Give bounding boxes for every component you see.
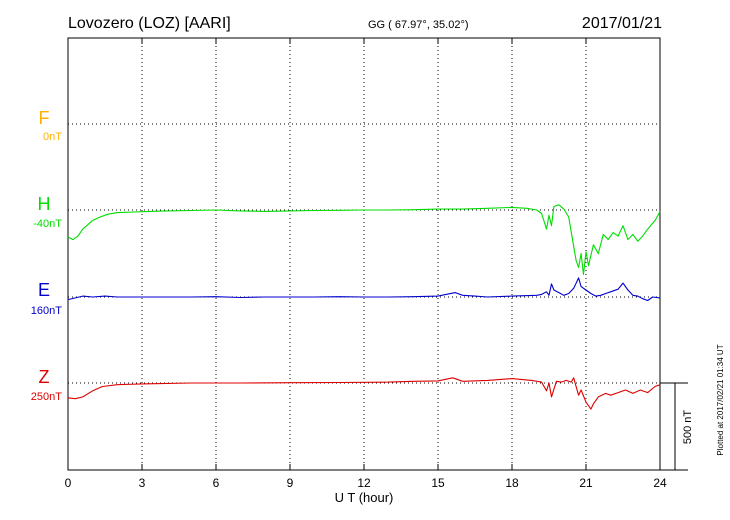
x-ticks: 0 3 6 9 12 15 18 21 24 bbox=[65, 38, 667, 490]
x-tick-label-9: 9 bbox=[287, 476, 294, 490]
x-tick-label-18: 18 bbox=[505, 476, 519, 490]
x-tick-label-0: 0 bbox=[65, 476, 72, 490]
baseline-value-Z: 250nT bbox=[31, 391, 62, 403]
x-tick-label-15: 15 bbox=[431, 476, 445, 490]
station-coords: GG ( 67.97°, 35.02°) bbox=[368, 19, 469, 31]
x-tick-label-3: 3 bbox=[139, 476, 146, 490]
component-label-E: E bbox=[38, 280, 50, 300]
x-tick-label-12: 12 bbox=[357, 476, 371, 490]
series-layer bbox=[67, 204, 661, 410]
grid-layer bbox=[68, 38, 660, 470]
baseline-value-E: 160nT bbox=[31, 305, 62, 317]
series-line-Z bbox=[67, 377, 661, 410]
x-tick-label-24: 24 bbox=[653, 476, 667, 490]
x-axis-label: U T (hour) bbox=[335, 490, 394, 505]
scale-bar-label: 500 nT bbox=[682, 410, 694, 445]
plotted-at-note: Plotted at 2017/02/21 01:34 UT bbox=[716, 344, 725, 455]
scale-bar: 500 nT bbox=[660, 382, 694, 471]
x-tick-label-6: 6 bbox=[213, 476, 220, 490]
component-labels: F 0nT H -40nT E 160nT Z 250nT bbox=[31, 108, 62, 403]
series-line-H bbox=[67, 204, 661, 275]
component-label-Z: Z bbox=[39, 367, 50, 387]
baseline-value-H: -40nT bbox=[33, 218, 62, 230]
plot-date: 2017/01/21 bbox=[582, 15, 662, 32]
component-label-H: H bbox=[38, 194, 51, 214]
x-tick-label-21: 21 bbox=[579, 476, 593, 490]
component-label-F: F bbox=[39, 108, 50, 128]
series-line-E bbox=[67, 277, 661, 302]
baseline-value-F: 0nT bbox=[43, 131, 62, 143]
station-title: Lovozero (LOZ) [AARI] bbox=[68, 15, 231, 32]
